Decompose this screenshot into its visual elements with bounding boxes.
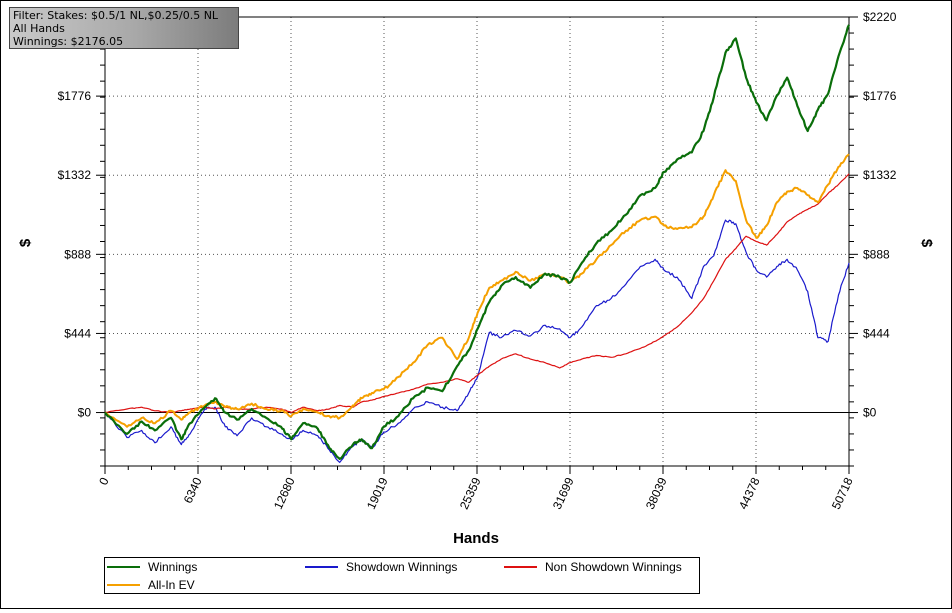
- legend-label-showdown: Showdown Winnings: [346, 560, 458, 574]
- series-line-allin-ev: [104, 153, 850, 428]
- x-tick-label: 12680: [271, 475, 298, 511]
- y-tick-label-left: $1776: [58, 89, 92, 103]
- x-tick-label: 6340: [181, 475, 205, 505]
- legend-item-non-showdown: Non Showdown Winnings: [504, 559, 682, 575]
- x-tick-label: 19019: [364, 475, 391, 511]
- x-tick-label: 25359: [457, 475, 484, 511]
- x-tick-label: 44378: [736, 475, 763, 511]
- y-tick-label-left: $1332: [58, 168, 92, 182]
- x-tick-label: 38039: [643, 475, 670, 511]
- legend-item-showdown: Showdown Winnings: [305, 559, 457, 575]
- y-axis-label-left: $: [17, 238, 34, 247]
- legend-swatch-non-showdown: [504, 566, 537, 568]
- legend-item-winnings: Winnings: [107, 559, 197, 575]
- legend-swatch-winnings: [107, 566, 140, 568]
- series-line-showdown: [104, 219, 850, 463]
- y-tick-label-right: $2220: [863, 10, 897, 24]
- x-tick-label: 50718: [829, 475, 856, 511]
- y-tick-label-left: $444: [64, 326, 91, 340]
- y-tick-label-left: $888: [64, 247, 91, 261]
- hands-filter-text: All Hands: [13, 22, 65, 35]
- legend-item-allin-ev: All-In EV: [107, 577, 195, 593]
- y-tick-label-right: $888: [863, 247, 890, 261]
- y-tick-label-right: $1776: [863, 89, 897, 103]
- y-axis-label-right: $: [918, 239, 935, 248]
- legend-swatch-showdown: [305, 566, 338, 568]
- y-tick-label-right: $0: [863, 406, 877, 420]
- y-tick-label-right: $1332: [863, 168, 897, 182]
- legend-label-winnings: Winnings: [148, 560, 198, 574]
- x-tick-label: 0: [96, 475, 112, 487]
- x-axis-label: Hands: [453, 530, 499, 547]
- filter-info-box: Filter: Stakes: $0.5/1 NL,$0.25/0.5 NL A…: [9, 7, 239, 49]
- y-tick-label-left: $0: [78, 406, 92, 420]
- y-tick-label-right: $444: [863, 326, 890, 340]
- total-winnings-text: Winnings: $2176.05: [13, 35, 124, 48]
- legend-label-non-showdown: Non Showdown Winnings: [545, 560, 682, 574]
- legend-label-allin-ev: All-In EV: [148, 578, 195, 592]
- legend-swatch-allin-ev: [107, 584, 140, 586]
- chart-legend: Winnings Showdown Winnings Non Showdown …: [104, 557, 700, 594]
- series-lines: [104, 24, 850, 463]
- series-line-winnings: [104, 24, 850, 460]
- filter-text: Filter: Stakes: $0.5/1 NL,$0.25/0.5 NL: [13, 9, 219, 22]
- x-tick-label: 31699: [550, 475, 577, 511]
